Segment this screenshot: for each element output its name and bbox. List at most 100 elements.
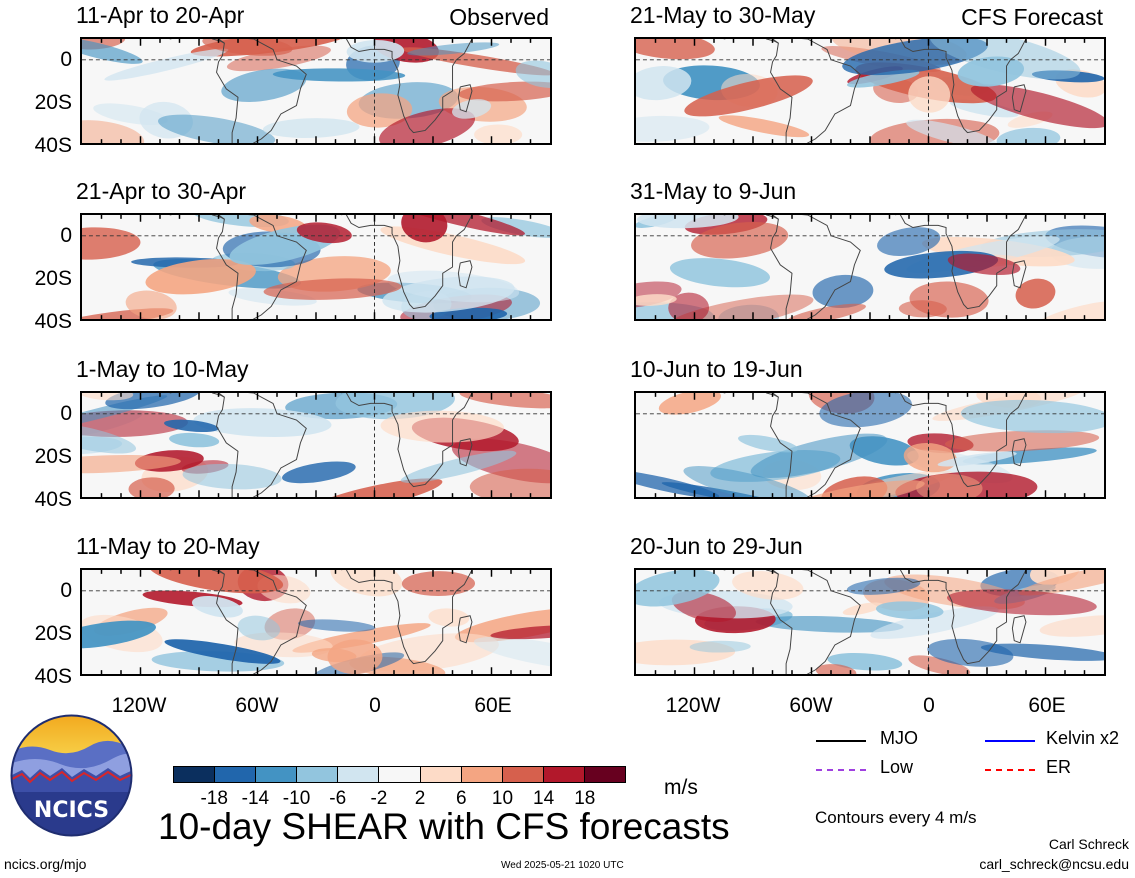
latitude-label: 40S bbox=[34, 665, 72, 688]
colorbar-swatch bbox=[419, 767, 461, 782]
shear-contour-fill bbox=[842, 602, 883, 616]
shear-map-panel bbox=[80, 37, 552, 145]
colorbar-label: -18 bbox=[200, 788, 228, 809]
longitude-label: 60W bbox=[235, 694, 279, 717]
panel-title: 21-Apr to 30-Apr bbox=[76, 178, 247, 204]
shear-contour-fill bbox=[684, 75, 813, 117]
shear-contour-fill bbox=[380, 410, 505, 443]
shear-contour-fill bbox=[877, 227, 941, 257]
shear-contour-fill bbox=[870, 606, 999, 639]
shear-contour-fill bbox=[454, 607, 550, 643]
colorbar bbox=[173, 766, 626, 783]
email[interactable]: carl_schreck@ncsu.edu bbox=[979, 856, 1129, 872]
colorbar-swatch bbox=[337, 767, 379, 782]
coastline bbox=[341, 570, 473, 665]
author: Carl Schreck bbox=[1048, 836, 1129, 852]
shear-contour-fill bbox=[812, 274, 874, 308]
shear-contour-fill bbox=[1015, 278, 1056, 309]
legend-low-line bbox=[816, 769, 866, 771]
shear-map-panel bbox=[80, 568, 552, 676]
main-title: 10-day SHEAR with CFS forecasts bbox=[158, 806, 730, 847]
shear-contour-fill bbox=[846, 69, 920, 88]
legend-kelvin-label: Kelvin x2 bbox=[1046, 728, 1120, 748]
shear-contour-fill bbox=[282, 461, 356, 484]
shear-contour-fill bbox=[105, 393, 201, 410]
shear-contour-fill bbox=[346, 40, 405, 63]
shear-contour-fill bbox=[689, 640, 751, 653]
shear-contour-fill bbox=[661, 482, 799, 497]
panel-tag: Observed bbox=[449, 4, 549, 30]
colorbar-swatch bbox=[583, 767, 626, 782]
latitude-label: 40S bbox=[34, 134, 72, 157]
shear-contour-fill bbox=[819, 393, 912, 428]
longitude-label: 60E bbox=[1028, 694, 1066, 717]
shear-contour-fill bbox=[738, 434, 799, 453]
coastline bbox=[895, 570, 1027, 665]
coastline bbox=[457, 615, 473, 644]
coastline bbox=[169, 215, 225, 220]
shear-contour-fill bbox=[297, 619, 376, 632]
shear-contour-fill bbox=[228, 288, 317, 306]
shear-contour-fill bbox=[82, 620, 156, 649]
legend-er-line bbox=[985, 769, 1035, 771]
shear-contour-fill bbox=[792, 480, 925, 497]
panel-title: 11-May to 20-May bbox=[76, 533, 260, 559]
shear-map-panel bbox=[634, 37, 1106, 145]
colorbar-label: 2 bbox=[414, 788, 426, 809]
shear-map-panel bbox=[634, 213, 1106, 321]
shear-contour-fill bbox=[296, 222, 352, 244]
colorbar-label: 6 bbox=[455, 788, 467, 809]
latitude-label: 0 bbox=[60, 578, 72, 602]
shear-contour-fill bbox=[946, 589, 1097, 616]
shear-contour-fill bbox=[335, 393, 455, 420]
latitude-label: 20S bbox=[34, 621, 72, 645]
shear-contour-fill bbox=[148, 570, 284, 594]
coastline bbox=[169, 39, 225, 44]
coastline bbox=[723, 570, 779, 575]
shear-contour-fill bbox=[327, 639, 383, 674]
shear-contour-fill bbox=[1032, 300, 1104, 319]
shear-contour-fill bbox=[691, 221, 789, 259]
shear-contour-fill bbox=[732, 571, 804, 600]
coastline bbox=[723, 215, 779, 220]
longitude-label: 60W bbox=[789, 694, 833, 717]
shear-contour-fill bbox=[916, 473, 983, 497]
panel-title: 31-May to 9-Jun bbox=[630, 178, 797, 204]
shear-contour-fill bbox=[407, 42, 500, 56]
shear-contour-fill bbox=[182, 463, 282, 490]
colorbar-label: -2 bbox=[370, 788, 388, 809]
coastline bbox=[895, 393, 1027, 488]
longitude-label: 0 bbox=[369, 694, 381, 717]
colorbar-swatch bbox=[174, 767, 215, 782]
panel-title: 11-Apr to 20-Apr bbox=[76, 2, 245, 28]
colorbar-unit: m/s bbox=[664, 776, 698, 799]
logo-text: NCICS bbox=[34, 798, 109, 823]
colorbar-swatch bbox=[460, 767, 502, 782]
shear-contour-fill bbox=[387, 270, 520, 303]
shear-contour-fill bbox=[384, 215, 526, 236]
site-link[interactable]: ncics.org/mjo bbox=[4, 856, 87, 872]
shear-contour-fill bbox=[169, 432, 220, 448]
shear-contour-fill bbox=[515, 60, 550, 88]
shear-contour-fill bbox=[401, 215, 448, 243]
shear-contour-fill bbox=[164, 419, 219, 433]
coastline bbox=[895, 215, 1027, 310]
shear-contour-fill bbox=[944, 430, 1100, 452]
shear-contour-fill bbox=[226, 45, 331, 72]
shear-contour-fill bbox=[669, 258, 770, 288]
legend-mjo-line bbox=[816, 740, 866, 742]
shear-contour-fill bbox=[996, 127, 1061, 143]
shear-contour-fill bbox=[82, 423, 137, 454]
shear-contour-fill bbox=[346, 93, 413, 128]
shear-contour-fill bbox=[636, 570, 720, 607]
shear-contour-fill bbox=[668, 292, 710, 319]
shear-contour-fill bbox=[473, 636, 550, 671]
shear-map-panel bbox=[634, 568, 1106, 676]
shear-contour-fill bbox=[980, 643, 1104, 661]
coastline bbox=[723, 393, 779, 398]
colorbar-swatch bbox=[378, 767, 420, 782]
shear-contour-fill bbox=[193, 408, 332, 438]
shear-contour-fill bbox=[906, 119, 998, 143]
shear-contour-fill bbox=[401, 571, 476, 597]
shear-contour-fill bbox=[960, 399, 1104, 434]
